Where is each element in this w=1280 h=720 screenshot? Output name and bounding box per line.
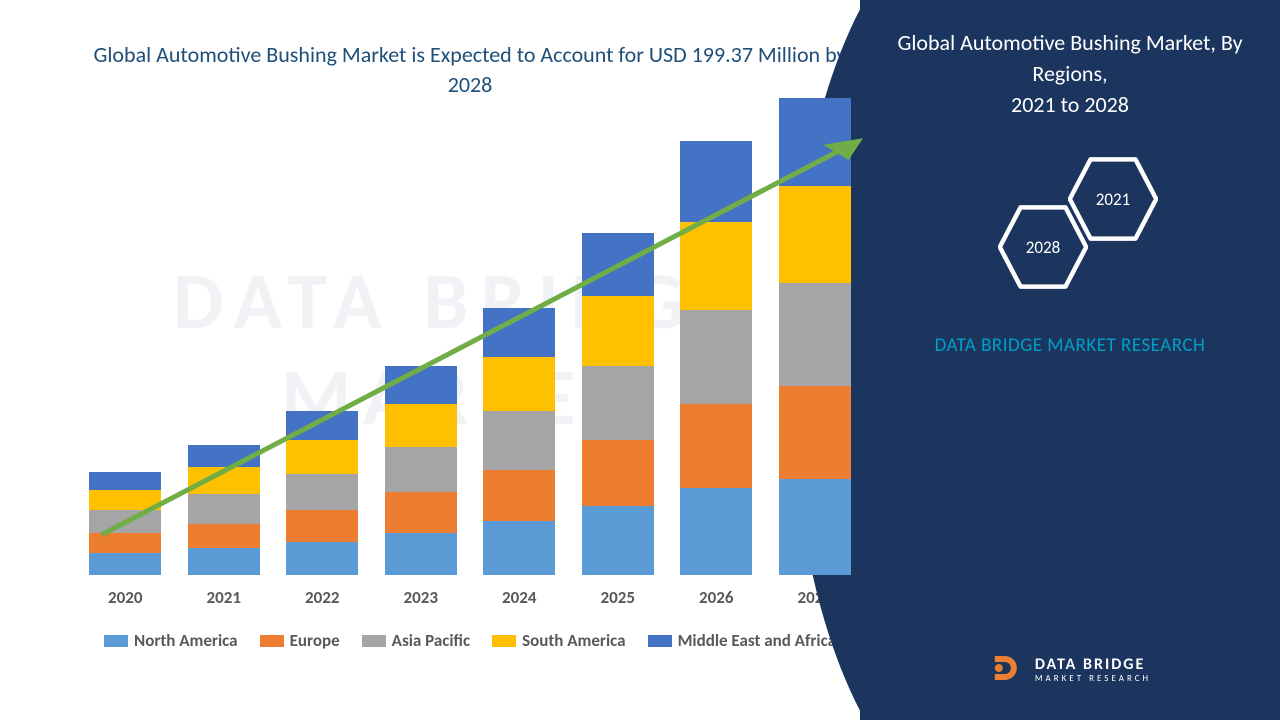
- bar-segment: [385, 404, 457, 447]
- x-tick: 2022: [286, 587, 358, 608]
- bar-segment: [89, 510, 161, 533]
- x-tick: 2026: [680, 587, 752, 608]
- x-tick: 2021: [188, 587, 260, 608]
- bar-segment: [680, 488, 752, 576]
- bar-segment: [89, 533, 161, 553]
- bar-segment: [89, 490, 161, 510]
- legend-swatch: [104, 635, 128, 647]
- bar-segment: [286, 510, 358, 542]
- bar-group: [483, 308, 555, 576]
- bar-segment: [582, 440, 654, 505]
- bar-segment: [582, 296, 654, 366]
- side-panel: Global Automotive Bushing Market, By Reg…: [860, 0, 1280, 720]
- side-panel-title: Global Automotive Bushing Market, By Reg…: [860, 0, 1280, 120]
- hex-badge: 2021: [1068, 154, 1158, 244]
- brand-logo-mark: [989, 652, 1025, 688]
- legend-item: South America: [492, 630, 625, 651]
- bar-segment: [582, 506, 654, 576]
- bar-segment: [188, 524, 260, 549]
- legend-item: Europe: [260, 630, 340, 651]
- bar-segment: [680, 404, 752, 487]
- brand-logo-text: DATA BRIDGE MARKET RESEARCH: [1035, 657, 1151, 683]
- bar-segment: [188, 494, 260, 523]
- bar-group: [680, 141, 752, 575]
- legend-swatch: [648, 635, 672, 647]
- bar-segment: [680, 141, 752, 222]
- bar-segment: [286, 474, 358, 510]
- bar-segment: [680, 310, 752, 405]
- bar-segment: [483, 411, 555, 470]
- bar-group: [779, 98, 851, 575]
- bar-segment: [680, 222, 752, 310]
- bar-segment: [286, 411, 358, 440]
- bar-segment: [385, 447, 457, 492]
- legend-label: South America: [522, 630, 625, 651]
- bar-segment: [286, 440, 358, 474]
- bar-segment: [385, 533, 457, 576]
- bar-segment: [779, 386, 851, 478]
- legend-item: North America: [104, 630, 238, 651]
- bar-segment: [385, 492, 457, 533]
- bar-group: [89, 472, 161, 576]
- bar-segment: [483, 470, 555, 522]
- tagline: DATA BRIDGE MARKET RESEARCH: [860, 332, 1280, 360]
- legend-label: Europe: [290, 630, 340, 651]
- bar-group: [286, 411, 358, 575]
- bar-segment: [779, 186, 851, 283]
- x-tick: 2024: [483, 587, 555, 608]
- bar-group: [188, 445, 260, 576]
- legend-label: Asia Pacific: [392, 630, 470, 651]
- brand-line-2: MARKET RESEARCH: [1035, 674, 1151, 683]
- legend-swatch: [362, 635, 386, 647]
- hex-label: 2021: [1096, 189, 1130, 210]
- bar-segment: [779, 98, 851, 186]
- bar-segment: [89, 472, 161, 490]
- bar-segment: [483, 357, 555, 411]
- bar-group: [582, 233, 654, 575]
- bar-segment: [779, 283, 851, 387]
- bar-segment: [188, 445, 260, 468]
- x-tick: 2023: [385, 587, 457, 608]
- x-tick: 2020: [89, 587, 161, 608]
- bar-segment: [89, 553, 161, 576]
- legend-item: Asia Pacific: [362, 630, 470, 651]
- brand-line-1: DATA BRIDGE: [1035, 657, 1151, 674]
- bar-segment: [582, 366, 654, 440]
- bar-segment: [779, 479, 851, 576]
- hex-label: 2028: [1026, 237, 1060, 258]
- bar-segment: [385, 366, 457, 404]
- legend-swatch: [492, 635, 516, 647]
- x-tick: 2025: [582, 587, 654, 608]
- legend-label: North America: [134, 630, 238, 651]
- bar-segment: [483, 308, 555, 358]
- hex-badges: 2028 2021: [860, 154, 1280, 314]
- legend-swatch: [260, 635, 284, 647]
- bar-segment: [483, 521, 555, 575]
- bar-segment: [188, 467, 260, 494]
- bar-segment: [188, 548, 260, 575]
- bar-segment: [286, 542, 358, 576]
- brand-logo: DATA BRIDGE MARKET RESEARCH: [989, 652, 1151, 688]
- chart-plot: [70, 125, 870, 575]
- bar-segment: [582, 233, 654, 296]
- bar-group: [385, 366, 457, 575]
